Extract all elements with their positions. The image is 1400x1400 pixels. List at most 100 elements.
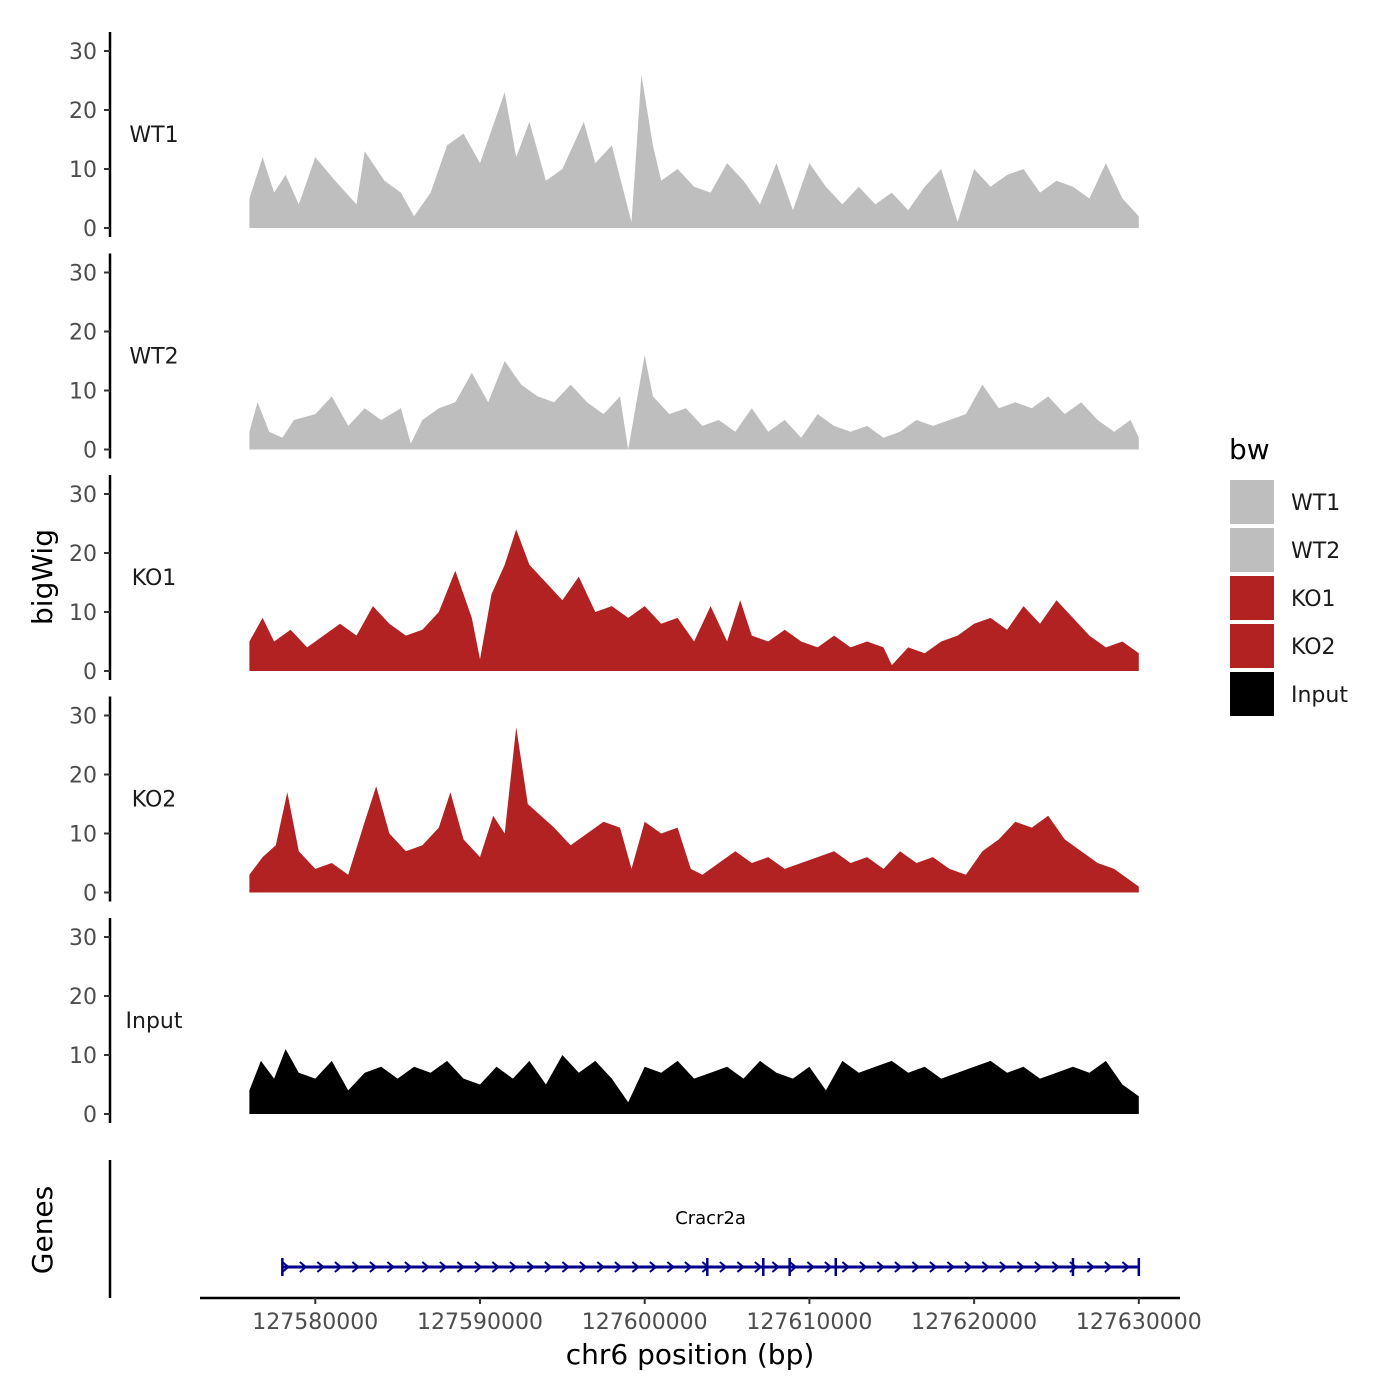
legend-swatch-input [1230,672,1274,716]
strand-arrow [526,1261,535,1273]
x-tick-label: 127580000 [252,1310,378,1335]
x-tick-label: 127600000 [582,1310,708,1335]
strand-arrow [824,1261,833,1273]
strand-arrow [474,1261,483,1273]
strand-arrow [561,1261,570,1273]
strand-arrow [684,1261,693,1273]
strand-arrow [421,1261,430,1273]
strand-arrow [789,1261,798,1273]
y-tick-label: 10 [69,601,97,626]
area-input [249,1049,1139,1114]
legend-label-input: Input [1291,683,1348,708]
legend-label-ko1: KO1 [1291,587,1336,612]
strand-arrow [999,1261,1008,1273]
strand-arrow [386,1261,395,1273]
track-label: WT1 [129,123,178,148]
area-ko2 [249,727,1139,893]
strand-arrow [369,1261,378,1273]
y-tick-label: 30 [69,483,97,508]
strand-arrow [719,1261,728,1273]
strand-arrow [894,1261,903,1273]
track-wt1: 0 10 20 30 WT1 [69,32,1139,242]
track-input: 0 10 20 30 Input [69,918,1139,1128]
x-axis: 127580000 127590000 127600000 127610000 1276… [200,1296,1202,1335]
strand-arrow [299,1261,308,1273]
strand-arrow [859,1261,868,1273]
track-ko2: 0 10 20 30 KO2 [69,696,1139,907]
area-wt2 [249,355,1139,450]
x-axis-title: chr6 position (bp) [566,1338,815,1371]
strand-arrow [456,1261,465,1273]
strand-arrow [649,1261,658,1273]
strand-arrow [911,1261,920,1273]
strand-arrow [964,1261,973,1273]
y-tick-label: 20 [69,542,97,567]
strand-arrow [876,1261,885,1273]
strand-arrow [614,1261,623,1273]
legend-label-wt1: WT1 [1291,491,1340,516]
gene-cracr2a: Cracr2a [281,1208,1141,1276]
strand-arrow [491,1261,500,1273]
track-wt2: 0 10 20 30 WT2 [69,253,1139,464]
legend-label-wt2: WT2 [1291,539,1340,564]
track-label: KO2 [132,788,177,813]
gene-label: Cracr2a [675,1208,746,1229]
legend-swatch-wt1 [1230,480,1274,524]
strand-arrow [754,1261,763,1273]
y-tick-label: 20 [69,985,97,1010]
strand-arrow [806,1261,815,1273]
y-tick-label: 10 [69,1044,97,1069]
strand-arrow [631,1261,640,1273]
legend-label-ko2: KO2 [1291,635,1336,660]
y-tick-label: 10 [69,823,97,848]
track-ko1: 0 10 20 30 KO1 [69,475,1139,685]
strand-arrow [666,1261,675,1273]
signal-tracks: 0 10 20 30 WT1 0 10 20 30 WT2 0 10 20 30 KO1 0 10 20 30 KO2… [69,32,1139,1128]
y-tick-label: 0 [83,439,97,464]
strand-arrow [1121,1261,1130,1273]
legend-swatch-ko2 [1230,624,1274,668]
strand-arrow [1016,1261,1025,1273]
y-tick-label: 0 [83,660,97,685]
y-tick-label: 0 [83,1103,97,1128]
y-tick-label: 0 [83,882,97,907]
area-wt1 [249,74,1139,228]
strand-arrow [281,1261,290,1273]
x-tick-label: 127630000 [1076,1310,1202,1335]
y-tick-label: 30 [69,262,97,287]
strand-arrow [946,1261,955,1273]
legend-swatch-wt2 [1230,528,1274,572]
strand-arrow [841,1261,850,1273]
track-label: Input [126,1009,183,1034]
strand-arrow [579,1261,588,1273]
strand-arrow [351,1261,360,1273]
area-ko1 [249,529,1139,671]
y-tick-label: 10 [69,380,97,405]
strand-arrow [544,1261,553,1273]
strand-arrow [509,1261,518,1273]
strand-arrow [404,1261,413,1273]
y-axis-title: bigWig [26,529,59,625]
track-label: WT2 [129,345,178,370]
gene-track-title: Genes [26,1186,59,1274]
y-tick-label: 30 [69,705,97,730]
strand-arrow [929,1261,938,1273]
strand-arrow [981,1261,990,1273]
y-tick-label: 10 [69,158,97,183]
y-tick-label: 20 [69,99,97,124]
track-label: KO1 [132,566,177,591]
strand-arrow [334,1261,343,1273]
y-tick-label: 0 [83,217,97,242]
y-tick-label: 20 [69,764,97,789]
strand-arrow [1034,1261,1043,1273]
strand-arrow [439,1261,448,1273]
strand-arrow [316,1261,325,1273]
strand-arrow [1086,1261,1095,1273]
x-tick-label: 127620000 [911,1310,1037,1335]
x-tick-label: 127610000 [746,1310,872,1335]
y-tick-label: 30 [69,926,97,951]
strand-arrow [596,1261,605,1273]
y-tick-label: 30 [69,40,97,65]
legend-swatch-ko1 [1230,576,1274,620]
